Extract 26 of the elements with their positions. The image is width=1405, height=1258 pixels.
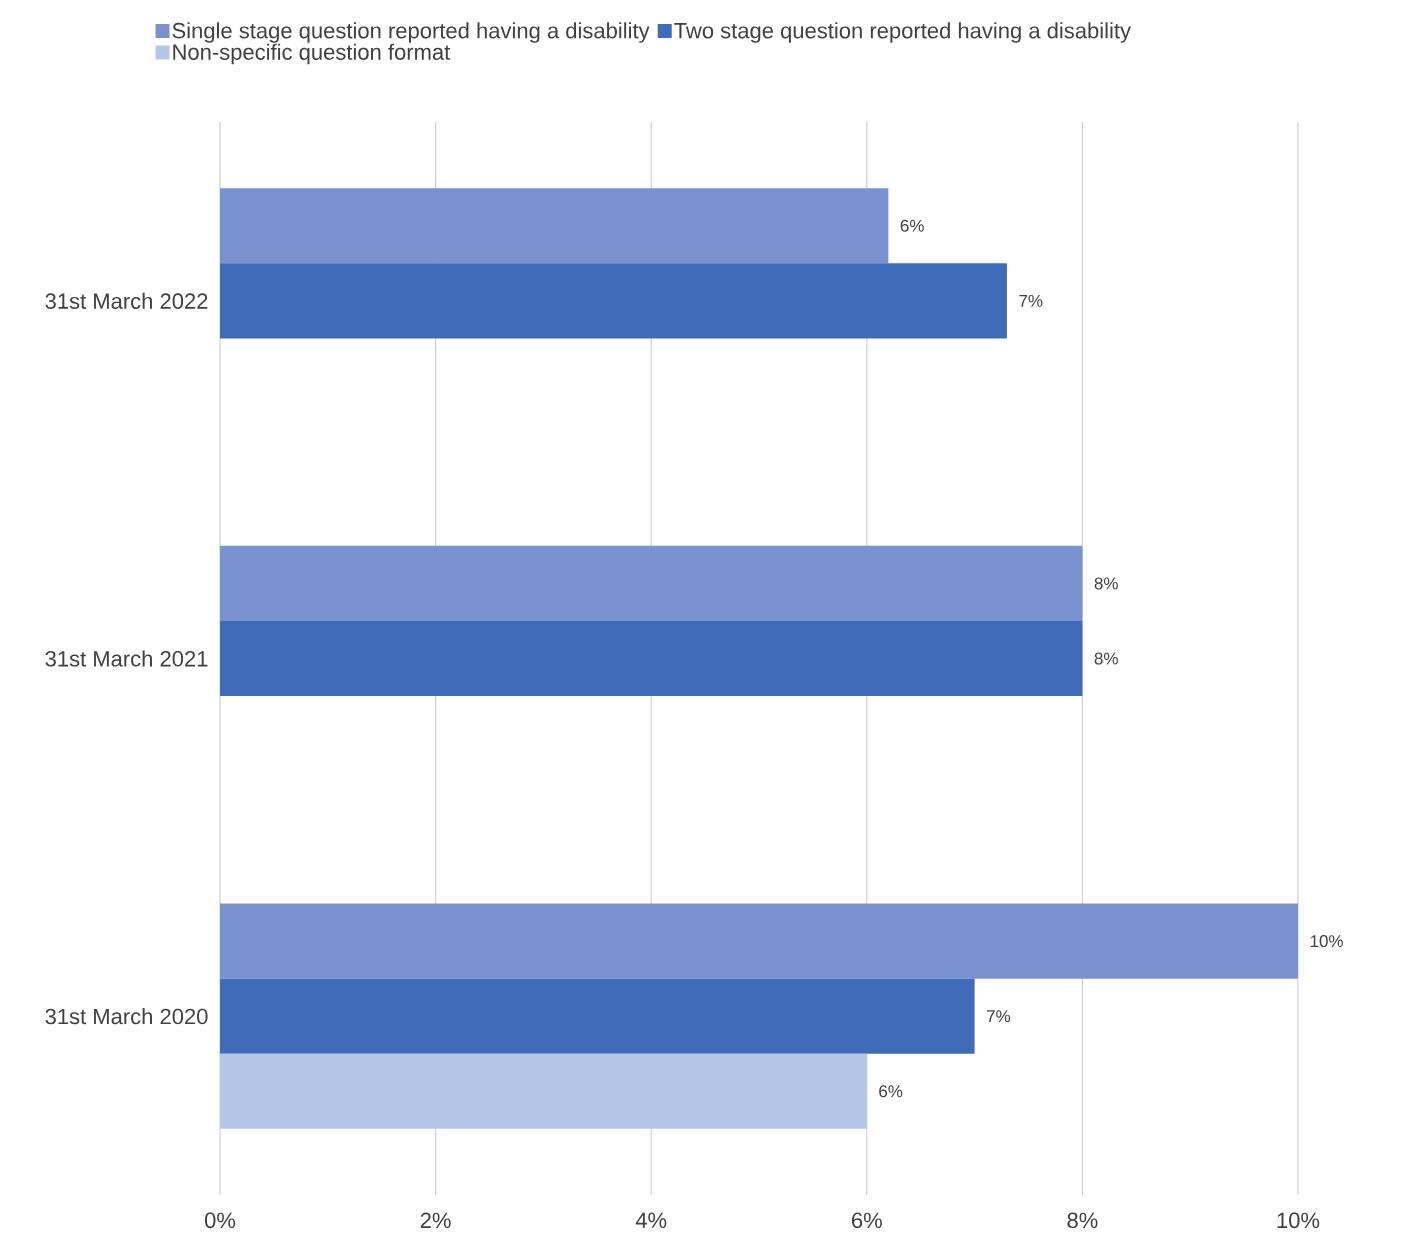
y-tick-label: 31st March 2021 xyxy=(45,650,208,667)
bar xyxy=(220,1053,867,1129)
y-tick-label: 31st March 2020 xyxy=(45,1008,208,1025)
y-tick-label: 31st March 2022 xyxy=(45,292,208,309)
x-tick-label: 4% xyxy=(635,1212,667,1228)
data-label: 10% xyxy=(1310,935,1343,948)
x-tick-label: 8% xyxy=(1067,1212,1098,1229)
legend-label: Non-specific question format xyxy=(173,43,451,65)
bar xyxy=(220,903,1298,979)
data-label: 8% xyxy=(1094,652,1118,665)
x-tick-label: 10% xyxy=(1277,1212,1320,1229)
x-tick-label: 6% xyxy=(852,1212,882,1229)
bar xyxy=(220,978,975,1054)
bar xyxy=(220,545,1083,621)
legend-label: Single stage question reported having a disability xyxy=(172,22,650,43)
bar xyxy=(220,620,1083,697)
x-tick-label: 2% xyxy=(420,1212,451,1229)
data-label: 8% xyxy=(1094,577,1118,590)
data-label: 6% xyxy=(900,219,924,232)
x-tick-label: 0% xyxy=(204,1212,236,1229)
data-label: 6% xyxy=(879,1085,903,1098)
bar xyxy=(220,188,889,264)
legend-label: Two stage question reported having a disability xyxy=(674,22,1131,43)
data-label: 7% xyxy=(1019,294,1043,307)
data-label: 7% xyxy=(987,1010,1011,1023)
bar xyxy=(220,263,1007,339)
